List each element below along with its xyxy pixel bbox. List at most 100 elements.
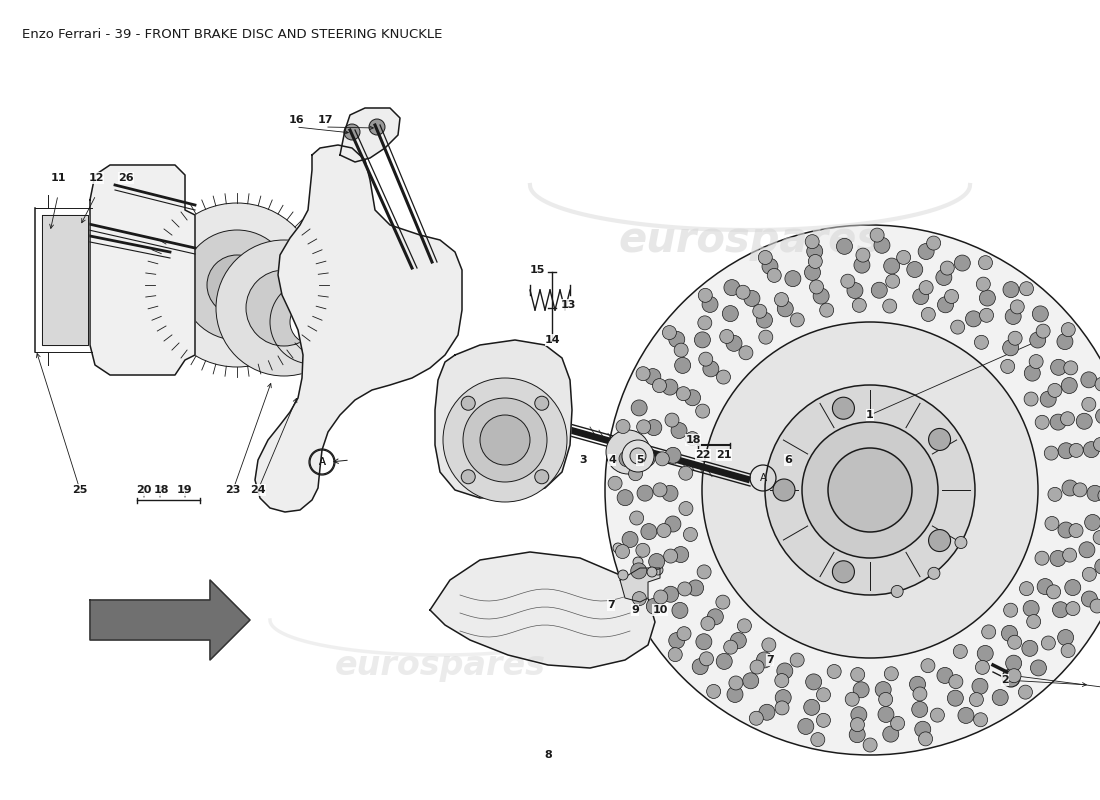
Circle shape <box>937 297 954 313</box>
Circle shape <box>871 282 888 298</box>
Circle shape <box>1064 361 1078 375</box>
Circle shape <box>926 236 940 250</box>
Text: 5: 5 <box>636 455 644 465</box>
Circle shape <box>816 714 831 727</box>
Circle shape <box>463 398 547 482</box>
Circle shape <box>1062 378 1077 394</box>
Circle shape <box>739 346 752 360</box>
Circle shape <box>759 330 773 344</box>
Text: 18: 18 <box>153 485 168 495</box>
Circle shape <box>1062 480 1078 496</box>
Circle shape <box>833 398 855 419</box>
Circle shape <box>896 250 911 265</box>
Circle shape <box>816 688 831 702</box>
Circle shape <box>1008 635 1022 650</box>
Circle shape <box>606 430 650 474</box>
Circle shape <box>972 678 988 694</box>
Circle shape <box>652 378 667 393</box>
Circle shape <box>1081 398 1096 411</box>
Text: 1: 1 <box>866 410 873 420</box>
Circle shape <box>879 693 893 706</box>
Circle shape <box>676 386 691 401</box>
Circle shape <box>43 224 57 238</box>
Circle shape <box>1057 334 1072 350</box>
Circle shape <box>1090 599 1100 613</box>
Text: 17: 17 <box>317 115 332 125</box>
Circle shape <box>698 288 713 302</box>
Circle shape <box>673 546 689 562</box>
Circle shape <box>1024 365 1041 381</box>
Circle shape <box>773 479 795 501</box>
Circle shape <box>913 687 927 701</box>
Circle shape <box>216 240 352 376</box>
Circle shape <box>1049 550 1066 566</box>
Circle shape <box>443 378 566 502</box>
Circle shape <box>698 352 713 366</box>
Circle shape <box>619 450 635 466</box>
Text: 2: 2 <box>1001 675 1009 685</box>
Circle shape <box>976 660 989 674</box>
Circle shape <box>716 654 733 670</box>
Circle shape <box>1022 640 1037 656</box>
Circle shape <box>1002 669 1020 687</box>
Text: A: A <box>759 473 767 483</box>
Circle shape <box>621 531 638 547</box>
Text: 7: 7 <box>766 655 774 665</box>
Circle shape <box>922 307 935 322</box>
Text: 21: 21 <box>716 450 732 460</box>
Circle shape <box>913 289 928 305</box>
Circle shape <box>636 543 650 558</box>
Circle shape <box>759 704 774 720</box>
Circle shape <box>1069 443 1084 458</box>
Circle shape <box>1001 626 1018 642</box>
Circle shape <box>1020 282 1034 296</box>
Circle shape <box>679 466 693 480</box>
Circle shape <box>876 682 891 698</box>
Circle shape <box>1060 412 1075 426</box>
Circle shape <box>1023 601 1040 617</box>
Circle shape <box>928 429 950 450</box>
Text: Enzo Ferrari - 39 - FRONT BRAKE DISC AND STEERING KNUCKLE: Enzo Ferrari - 39 - FRONT BRAKE DISC AND… <box>22 28 442 41</box>
Polygon shape <box>42 215 88 345</box>
Polygon shape <box>255 145 462 512</box>
Circle shape <box>850 718 865 732</box>
Text: 14: 14 <box>546 335 561 345</box>
Circle shape <box>1031 660 1046 676</box>
Circle shape <box>1026 614 1041 629</box>
Circle shape <box>737 619 751 633</box>
Circle shape <box>1050 359 1067 375</box>
Circle shape <box>653 565 663 575</box>
Circle shape <box>767 268 781 282</box>
Circle shape <box>1065 579 1081 595</box>
Circle shape <box>1094 558 1100 574</box>
Circle shape <box>1035 551 1049 565</box>
Circle shape <box>749 711 763 726</box>
Circle shape <box>937 667 953 683</box>
Circle shape <box>954 645 967 658</box>
Circle shape <box>828 448 912 532</box>
Circle shape <box>854 682 869 698</box>
Circle shape <box>947 690 964 706</box>
Circle shape <box>1046 585 1060 599</box>
Circle shape <box>856 248 870 262</box>
Circle shape <box>656 452 669 466</box>
Circle shape <box>864 738 877 752</box>
Circle shape <box>630 448 646 464</box>
Circle shape <box>729 676 743 690</box>
Circle shape <box>777 663 793 679</box>
Circle shape <box>716 595 730 609</box>
Circle shape <box>949 674 962 689</box>
Circle shape <box>207 255 267 315</box>
Circle shape <box>1001 359 1014 374</box>
Circle shape <box>684 390 701 406</box>
Circle shape <box>936 270 952 286</box>
Circle shape <box>805 674 822 690</box>
Circle shape <box>636 366 650 381</box>
Circle shape <box>850 667 865 682</box>
Circle shape <box>955 537 967 549</box>
Circle shape <box>649 554 664 570</box>
Circle shape <box>945 290 958 303</box>
Circle shape <box>701 617 715 630</box>
Circle shape <box>1005 309 1021 325</box>
Circle shape <box>778 301 793 317</box>
